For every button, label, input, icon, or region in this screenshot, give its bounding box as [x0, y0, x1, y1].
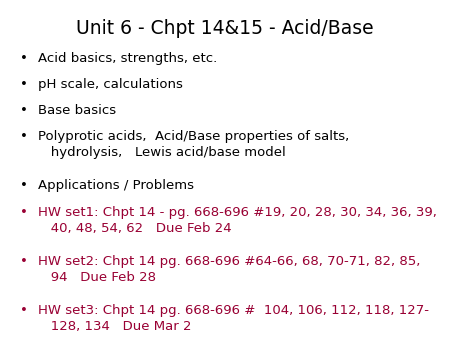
Text: Unit 6 - Chpt 14&15 - Acid/Base: Unit 6 - Chpt 14&15 - Acid/Base	[76, 19, 374, 38]
Text: •: •	[20, 206, 28, 218]
Text: HW set2: Chpt 14 pg. 668-696 #64-66, 68, 70-71, 82, 85,
   94   Due Feb 28: HW set2: Chpt 14 pg. 668-696 #64-66, 68,…	[38, 255, 421, 284]
Text: •: •	[20, 304, 28, 316]
Text: •: •	[20, 104, 28, 117]
Text: Polyprotic acids,  Acid/Base properties of salts,
   hydrolysis,   Lewis acid/ba: Polyprotic acids, Acid/Base properties o…	[38, 130, 350, 160]
Text: HW set1: Chpt 14 - pg. 668-696 #19, 20, 28, 30, 34, 36, 39,
   40, 48, 54, 62   : HW set1: Chpt 14 - pg. 668-696 #19, 20, …	[38, 206, 437, 235]
Text: Acid basics, strengths, etc.: Acid basics, strengths, etc.	[38, 52, 217, 65]
Text: HW set3: Chpt 14 pg. 668-696 #  104, 106, 112, 118, 127-
   128, 134   Due Mar 2: HW set3: Chpt 14 pg. 668-696 # 104, 106,…	[38, 304, 429, 333]
Text: Base basics: Base basics	[38, 104, 117, 117]
Text: •: •	[20, 78, 28, 91]
Text: •: •	[20, 255, 28, 267]
Text: •: •	[20, 179, 28, 192]
Text: •: •	[20, 130, 28, 143]
Text: Applications / Problems: Applications / Problems	[38, 179, 194, 192]
Text: pH scale, calculations: pH scale, calculations	[38, 78, 183, 91]
Text: •: •	[20, 52, 28, 65]
